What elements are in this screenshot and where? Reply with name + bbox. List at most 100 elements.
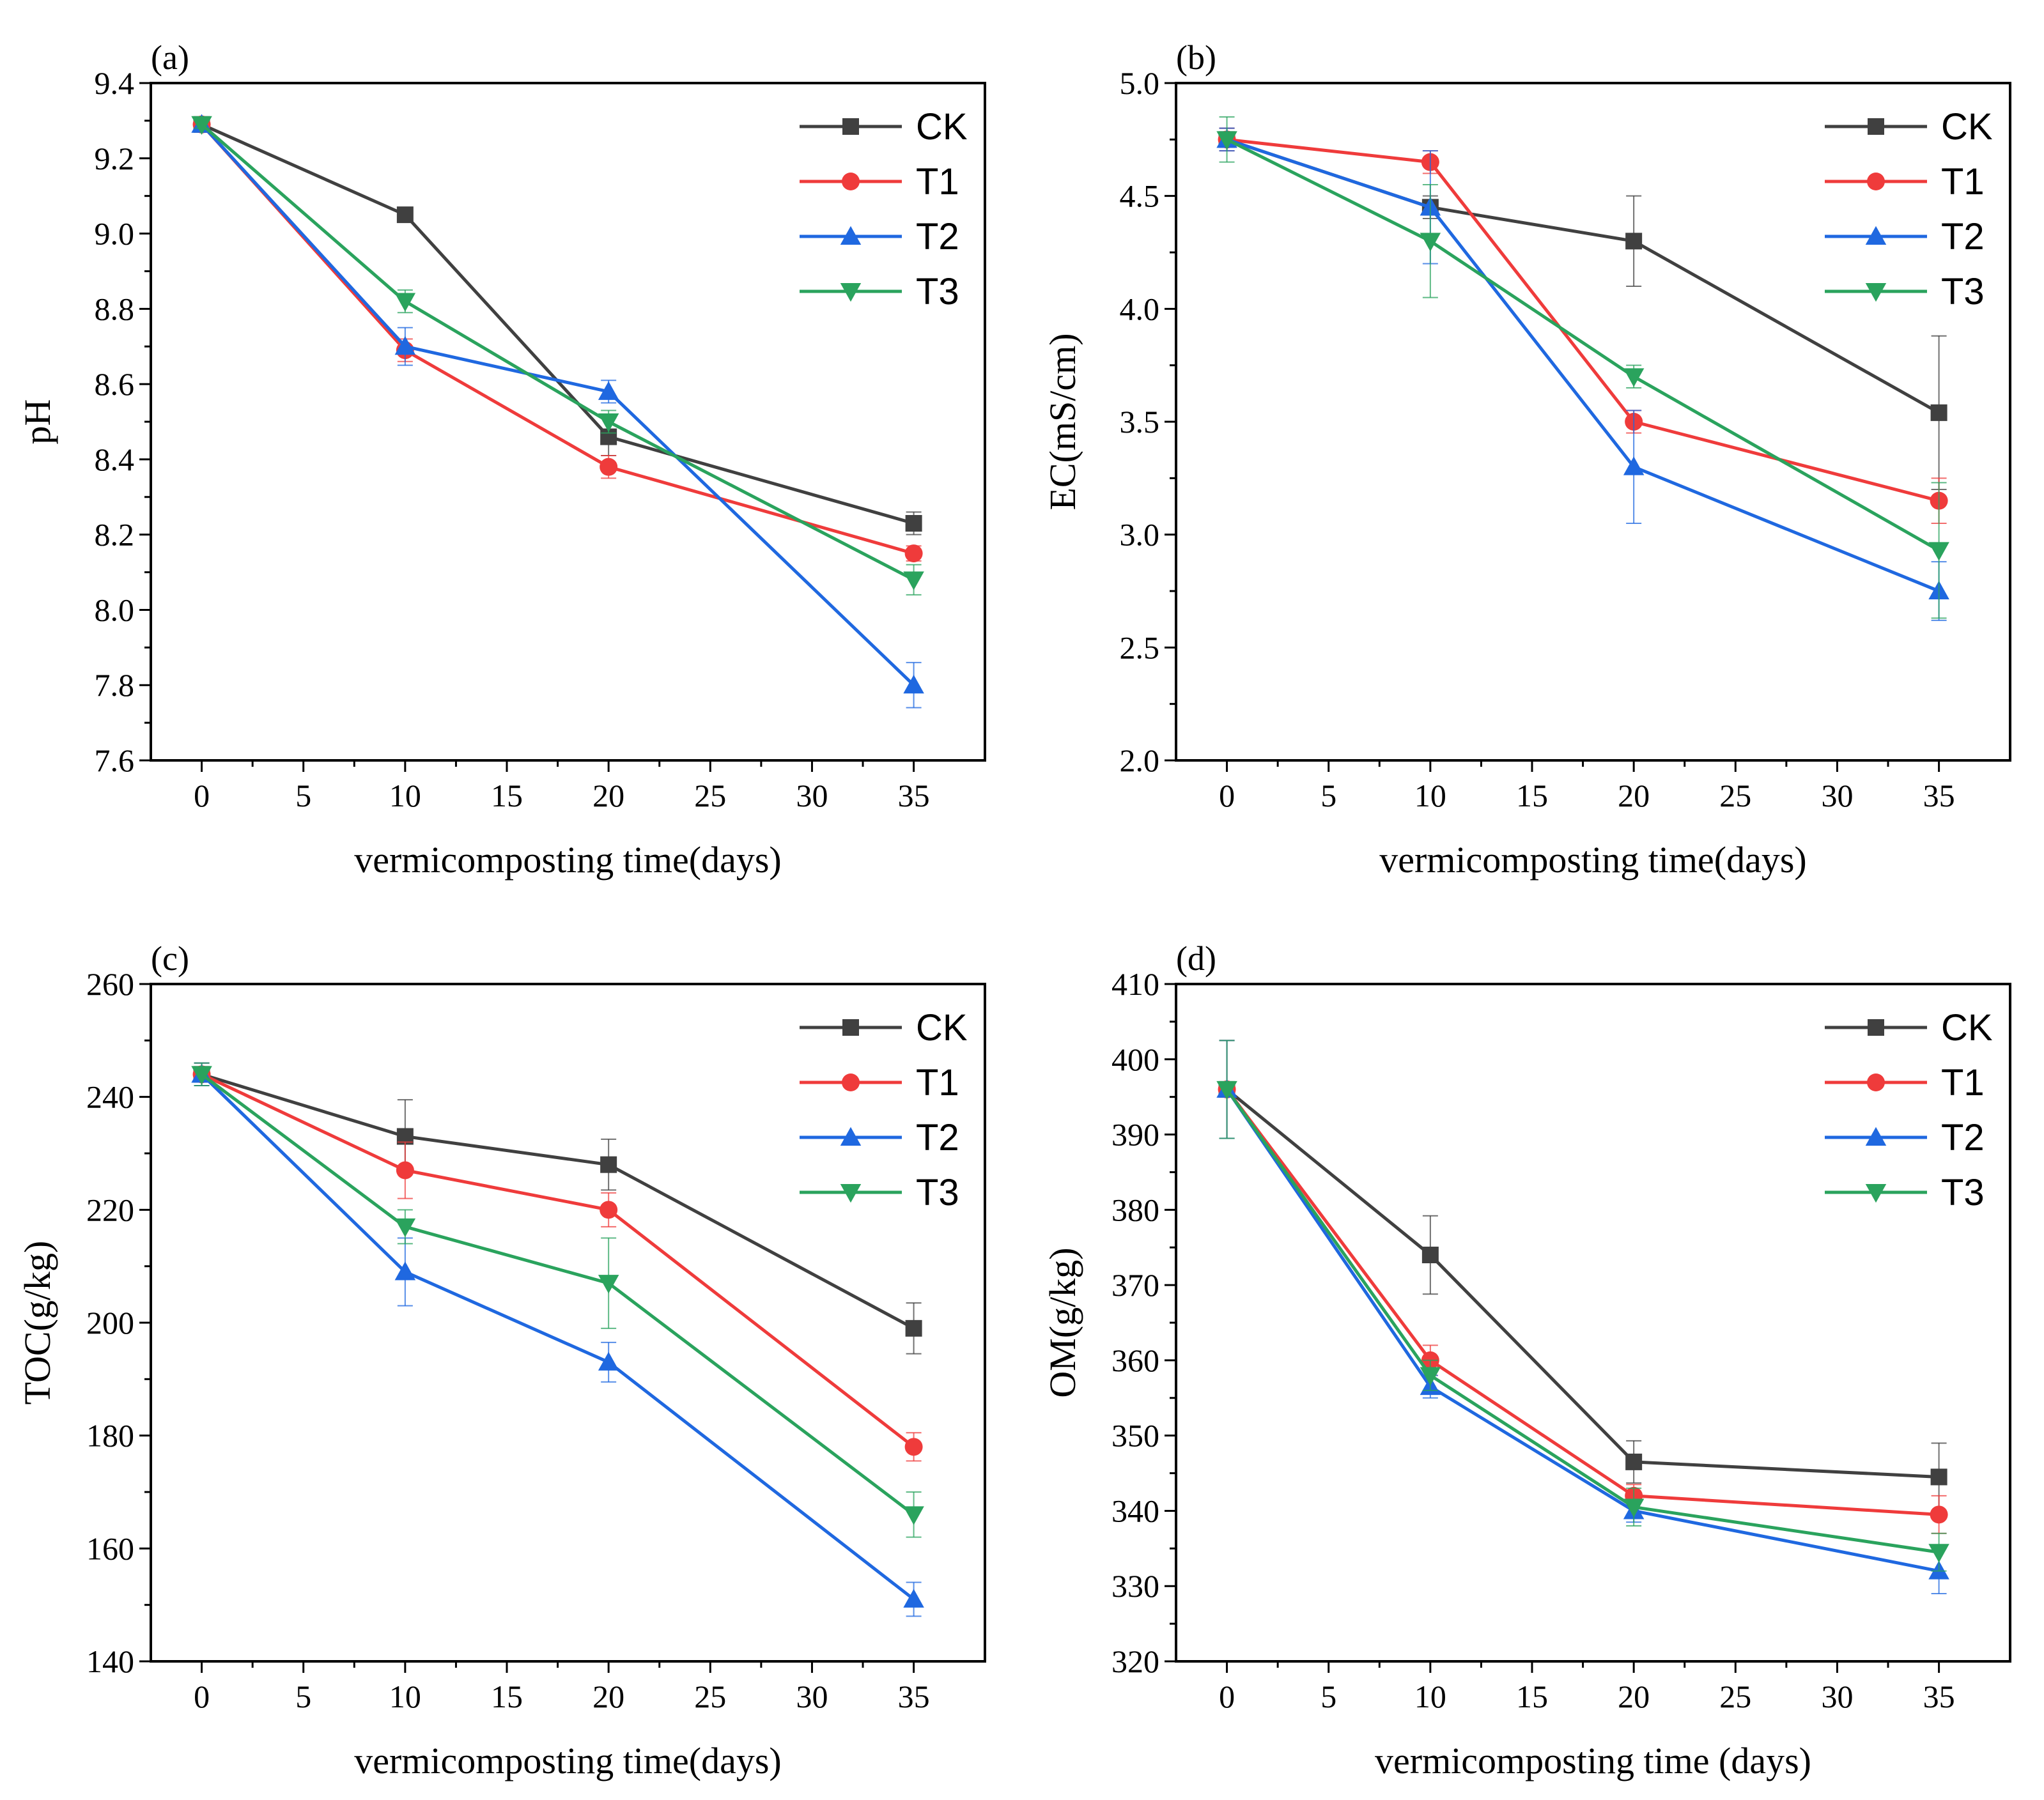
data-point (600, 458, 618, 476)
y-tick-label: 9.0 (95, 216, 135, 252)
data-point (394, 335, 416, 355)
y-tick-label: 350 (1111, 1418, 1159, 1454)
y-tick-label: 400 (1111, 1042, 1159, 1077)
y-tick-label: 8.0 (95, 592, 135, 627)
series-T2 (1216, 1040, 1949, 1594)
data-point (598, 1351, 619, 1371)
y-axis-title: pH (17, 399, 58, 445)
legend: CK T1 T2 T3 (1825, 1007, 1993, 1213)
x-axis-title: vermicomposting time(days) (354, 839, 781, 881)
legend-label: T2 (1941, 216, 1985, 258)
series-line (1226, 137, 1940, 593)
data-point (903, 1588, 924, 1608)
y-tick-label: 200 (86, 1305, 134, 1341)
x-tick-label: 35 (1923, 778, 1955, 813)
y-tick-label: 4.0 (1120, 291, 1160, 327)
axes-frame (1175, 82, 2011, 762)
legend-marker (1867, 1073, 1885, 1091)
x-tick-label: 5 (1320, 1679, 1336, 1714)
legend-marker (840, 1184, 862, 1203)
x-axis-title: vermicomposting time (days) (1375, 1740, 1811, 1781)
data-point (1420, 1367, 1441, 1386)
legend-marker (842, 173, 860, 190)
y-tick-label: 8.6 (95, 366, 135, 402)
data-point (903, 571, 924, 590)
y-tick-label: 380 (1111, 1192, 1159, 1227)
series-line (1225, 1088, 1939, 1554)
legend: CK T1 T2 T3 (800, 106, 968, 312)
legend-marker (842, 118, 859, 135)
y-axis-title: TOC(g/kg) (17, 1241, 58, 1405)
series-line (200, 123, 915, 555)
y-tick-label: 410 (1111, 966, 1159, 1002)
legend-marker (1865, 283, 1887, 302)
y-tick-label: 160 (86, 1530, 134, 1566)
x-tick-label: 25 (1719, 1679, 1751, 1714)
legend-label: T2 (1941, 1117, 1985, 1158)
series-T2 (191, 114, 924, 709)
data-point (1930, 1468, 1947, 1486)
data-point (903, 1506, 924, 1525)
legend-label: T1 (1941, 1062, 1985, 1104)
legend-label: T3 (916, 271, 959, 312)
data-point (1623, 368, 1645, 387)
y-tick-label: 220 (86, 1192, 134, 1227)
legend-marker (1865, 226, 1887, 245)
y-tick-label: 3.5 (1120, 404, 1160, 440)
series-T1 (1218, 127, 1948, 524)
legend-label: T2 (916, 1117, 959, 1158)
data-point (1625, 1453, 1643, 1470)
x-tick-label: 30 (796, 778, 828, 813)
legend-marker (1868, 1019, 1884, 1036)
x-tick-label: 15 (1516, 778, 1548, 813)
y-tick-label: 340 (1111, 1493, 1159, 1528)
panel-a: (a) 0 5 10 15 20 25 30 35 7.6 7.8 8.0 8.2 8.4 8.6 8.8 9.… (17, 38, 986, 881)
legend-label: CK (1941, 106, 1993, 148)
x-tick-label: 10 (1414, 778, 1446, 813)
data-point (1216, 1081, 1237, 1100)
legend-label: T1 (1941, 161, 1985, 203)
series-line (201, 123, 915, 525)
x-tick-label: 15 (491, 778, 523, 813)
data-point (1930, 404, 1947, 421)
series-T2 (191, 1062, 924, 1617)
data-point (191, 1066, 212, 1085)
series-line (1225, 1088, 1939, 1516)
series-T1 (1218, 1040, 1948, 1534)
x-tick-label: 10 (389, 778, 421, 813)
x-tick-label: 0 (1219, 778, 1235, 813)
legend-marker (1865, 1127, 1887, 1146)
series-line (1225, 1088, 1939, 1479)
data-point (905, 515, 922, 532)
legend-marker (842, 1073, 860, 1091)
series-T3 (191, 1062, 924, 1538)
data-point (904, 1438, 923, 1456)
y-axis-title: OM(g/kg) (1042, 1247, 1083, 1397)
x-tick-label: 10 (1414, 1679, 1446, 1714)
series-CK (193, 116, 922, 535)
series-line (200, 123, 915, 581)
series-T3 (1216, 1040, 1949, 1572)
x-tick-label: 20 (1618, 1679, 1650, 1714)
data-point (1623, 456, 1645, 475)
x-tick-label: 0 (194, 1679, 210, 1714)
legend-marker (840, 226, 862, 245)
series-line (201, 1073, 915, 1516)
data-point (396, 206, 414, 224)
x-tick-label: 35 (898, 778, 930, 813)
x-tick-label: 30 (1821, 778, 1853, 813)
y-axis-title: EC(mS/cm) (1042, 333, 1083, 510)
x-tick-label: 0 (194, 778, 210, 813)
y-tick-label: 5.0 (1120, 65, 1160, 101)
y-tick-label: 8.8 (95, 291, 135, 327)
y-tick-label: 140 (86, 1643, 134, 1679)
data-point (396, 1161, 414, 1180)
panel-b: (b) 0 5 10 15 20 25 30 35 2.0 2.5 3.0 3.5 4.0 4.5 5.0 ve… (1042, 38, 2011, 881)
y-tick-label: 240 (86, 1079, 134, 1115)
y-tick-label: 260 (86, 966, 134, 1002)
x-tick-label: 5 (295, 1679, 311, 1714)
data-point (598, 413, 619, 433)
series-line (1226, 138, 1940, 552)
data-point (394, 1261, 416, 1281)
series-line (201, 1072, 915, 1330)
